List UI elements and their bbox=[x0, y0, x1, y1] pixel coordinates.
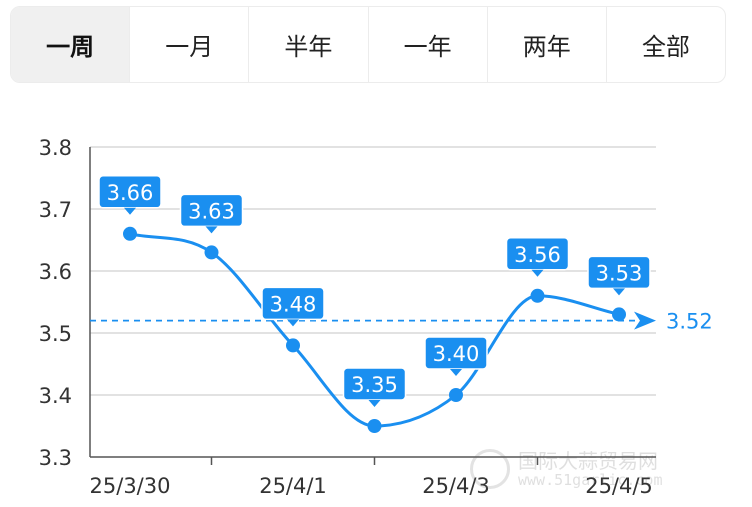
data-point bbox=[612, 307, 626, 322]
data-label-pointer bbox=[368, 400, 381, 407]
data-point bbox=[204, 245, 219, 260]
data-label-pointer bbox=[205, 226, 218, 234]
y-tick-label: 3.8 bbox=[39, 136, 72, 160]
data-label: 3.53 bbox=[596, 261, 643, 285]
data-label: 3.56 bbox=[514, 243, 561, 267]
data-label-pointer bbox=[287, 319, 299, 327]
data-labels: 3.66 3.63 3.48 3.35 3.40 3.56 3.53 bbox=[98, 175, 651, 407]
tab-two-years[interactable]: 两年 bbox=[486, 7, 606, 82]
data-label-pointer bbox=[124, 207, 136, 215]
data-label: 3.63 bbox=[188, 199, 235, 223]
tab-one-year[interactable]: 一年 bbox=[367, 7, 487, 82]
data-label-pointer bbox=[613, 288, 625, 296]
data-label-callout: 3.53 bbox=[587, 255, 651, 296]
data-label-pointer bbox=[450, 369, 462, 376]
x-tick-label: 25/4/5 bbox=[585, 474, 653, 498]
data-label: 3.35 bbox=[351, 373, 398, 397]
x-tick-label: 25/4/3 bbox=[422, 474, 490, 498]
data-label-pointer bbox=[531, 269, 544, 277]
data-point bbox=[123, 226, 137, 241]
data-label-callout: 3.56 bbox=[505, 237, 570, 277]
data-label-callout: 3.35 bbox=[342, 367, 407, 407]
reference-line-group: 3.52 bbox=[90, 310, 713, 334]
y-tick-label: 3.5 bbox=[39, 322, 72, 346]
y-tick-label: 3.3 bbox=[39, 446, 72, 470]
series-line-group bbox=[123, 226, 626, 433]
axes: 3.3 3.4 3.5 3.6 3.7 3.8 25/3/30 25/4/1 25/4/3 25/… bbox=[39, 136, 656, 498]
x-tick-label: 25/3/30 bbox=[90, 474, 171, 498]
reference-value-label: 3.52 bbox=[666, 310, 713, 334]
data-point bbox=[367, 419, 382, 433]
tab-all[interactable]: 全部 bbox=[605, 7, 725, 82]
tab-one-week[interactable]: 一周 bbox=[11, 7, 130, 82]
y-tick-label: 3.7 bbox=[39, 198, 72, 222]
x-tick-label: 25/4/1 bbox=[259, 474, 327, 498]
data-label: 3.40 bbox=[433, 342, 480, 366]
reference-arrow-icon bbox=[634, 311, 656, 330]
y-tick-label: 3.6 bbox=[39, 260, 72, 284]
data-label-callout: 3.66 bbox=[98, 175, 162, 215]
tab-one-month[interactable]: 一月 bbox=[129, 7, 248, 82]
data-label-callout: 3.63 bbox=[179, 193, 244, 234]
grid-lines bbox=[90, 146, 656, 396]
data-label: 3.48 bbox=[270, 292, 317, 316]
period-tabs: 一周 一月 半年 一年 两年 全部 bbox=[10, 6, 726, 83]
data-label: 3.66 bbox=[107, 181, 154, 205]
data-label-callout: 3.40 bbox=[424, 336, 488, 376]
y-tick-label: 3.4 bbox=[39, 384, 72, 408]
data-point bbox=[286, 338, 300, 353]
tab-half-year[interactable]: 半年 bbox=[248, 7, 367, 82]
data-point bbox=[449, 388, 463, 402]
data-point bbox=[530, 288, 545, 303]
data-label-callout: 3.48 bbox=[261, 286, 325, 327]
